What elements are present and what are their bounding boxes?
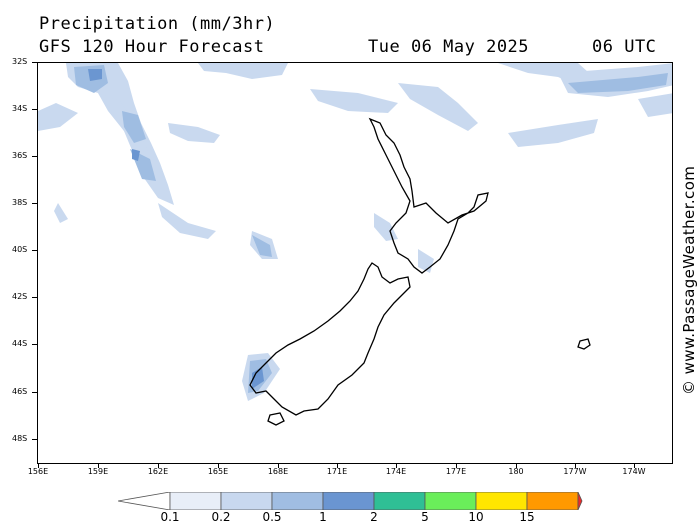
precip-area bbox=[122, 111, 146, 143]
legend-swatch bbox=[424, 492, 477, 510]
precip-area bbox=[252, 235, 272, 257]
chatham-islands-coast bbox=[577, 338, 591, 350]
latitude-tick bbox=[32, 297, 37, 298]
longitude-tick bbox=[575, 464, 576, 468]
longitude-label: 156E bbox=[27, 467, 49, 476]
precip-area bbox=[198, 63, 288, 79]
forecast-model: GFS 120 Hour Forecast bbox=[39, 37, 265, 57]
precip-area bbox=[508, 119, 598, 147]
latitude-label: 34S bbox=[12, 104, 28, 113]
latitude-tick bbox=[32, 62, 37, 63]
longitude-label: 168E bbox=[267, 467, 289, 476]
longitude-tick bbox=[38, 464, 39, 468]
legend-swatch bbox=[475, 492, 528, 510]
chart-title: Precipitation (mm/3hr) bbox=[39, 14, 276, 34]
precip-area bbox=[158, 203, 216, 239]
longitude-label: 177W bbox=[563, 467, 587, 476]
latitude-label: 46S bbox=[12, 387, 28, 396]
legend-swatch bbox=[322, 492, 375, 510]
longitude-tick bbox=[98, 464, 99, 468]
legend-swatch bbox=[271, 492, 324, 510]
latitude-label: 32S bbox=[12, 57, 28, 66]
longitude-tick bbox=[337, 464, 338, 468]
longitude-tick bbox=[516, 464, 517, 468]
latitude-label: 44S bbox=[12, 339, 28, 348]
longitude-tick bbox=[634, 464, 635, 468]
precip-area bbox=[638, 93, 672, 117]
legend-label: 0.1 bbox=[160, 510, 180, 524]
longitude-label: 174E bbox=[385, 467, 407, 476]
south-island-coast bbox=[249, 262, 411, 416]
coastline bbox=[249, 117, 591, 426]
latitude-tick bbox=[32, 344, 37, 345]
precip-area bbox=[54, 203, 68, 223]
latitude-label: 36S bbox=[12, 151, 28, 160]
legend-label: 2 bbox=[370, 510, 378, 524]
forecast-time: 06 UTC bbox=[592, 37, 657, 57]
precip-area bbox=[374, 213, 398, 241]
latitude-tick bbox=[32, 439, 37, 440]
longitude-tick bbox=[456, 464, 457, 468]
latitude-tick bbox=[32, 109, 37, 110]
precip-area bbox=[168, 123, 220, 143]
precipitation-areas bbox=[38, 63, 672, 401]
legend-label: 1 bbox=[319, 510, 327, 524]
legend-min-arrow bbox=[118, 492, 171, 510]
longitude-tick bbox=[278, 464, 279, 468]
legend-label: 0.5 bbox=[262, 510, 282, 524]
precipitation-legend bbox=[118, 492, 583, 510]
map-frame bbox=[37, 62, 673, 464]
longitude-tick bbox=[218, 464, 219, 468]
legend-label: 5 bbox=[421, 510, 429, 524]
legend-label: 15 bbox=[519, 510, 535, 524]
legend-swatch bbox=[169, 492, 222, 510]
copyright-notice: © www.PassageWeather.com bbox=[680, 165, 698, 395]
precip-area bbox=[568, 73, 668, 93]
latitude-label: 42S bbox=[12, 292, 28, 301]
longitude-label: 177E bbox=[445, 467, 467, 476]
latitude-label: 38S bbox=[12, 198, 28, 207]
longitude-tick bbox=[158, 464, 159, 468]
precipitation-map bbox=[38, 63, 672, 426]
latitude-label: 48S bbox=[12, 434, 28, 443]
longitude-label: 162E bbox=[147, 467, 169, 476]
precip-area bbox=[38, 103, 78, 131]
north-island-coast bbox=[368, 117, 489, 274]
latitude-tick bbox=[32, 392, 37, 393]
legend-swatch bbox=[373, 492, 426, 510]
precip-area bbox=[310, 89, 398, 113]
longitude-label: 165E bbox=[207, 467, 229, 476]
legend-label: 0.2 bbox=[211, 510, 231, 524]
latitude-tick bbox=[32, 250, 37, 251]
longitude-tick bbox=[396, 464, 397, 468]
precip-area bbox=[398, 83, 478, 131]
latitude-label: 40S bbox=[12, 245, 28, 254]
legend-swatch bbox=[220, 492, 273, 510]
latitude-tick bbox=[32, 203, 37, 204]
longitude-label: 171E bbox=[326, 467, 348, 476]
legend-max-arrow bbox=[577, 492, 583, 510]
longitude-label: 159E bbox=[87, 467, 109, 476]
longitude-label: 180 bbox=[508, 467, 524, 476]
precipitation-heavy bbox=[88, 69, 264, 389]
legend-label: 10 bbox=[468, 510, 484, 524]
precip-area bbox=[88, 69, 102, 81]
latitude-tick bbox=[32, 156, 37, 157]
legend-swatch bbox=[526, 492, 579, 510]
stewart-island-coast bbox=[267, 412, 285, 426]
precip-area bbox=[252, 367, 264, 389]
forecast-date: Tue 06 May 2025 bbox=[368, 37, 530, 57]
longitude-label: 174W bbox=[622, 467, 646, 476]
precip-area bbox=[132, 149, 140, 161]
